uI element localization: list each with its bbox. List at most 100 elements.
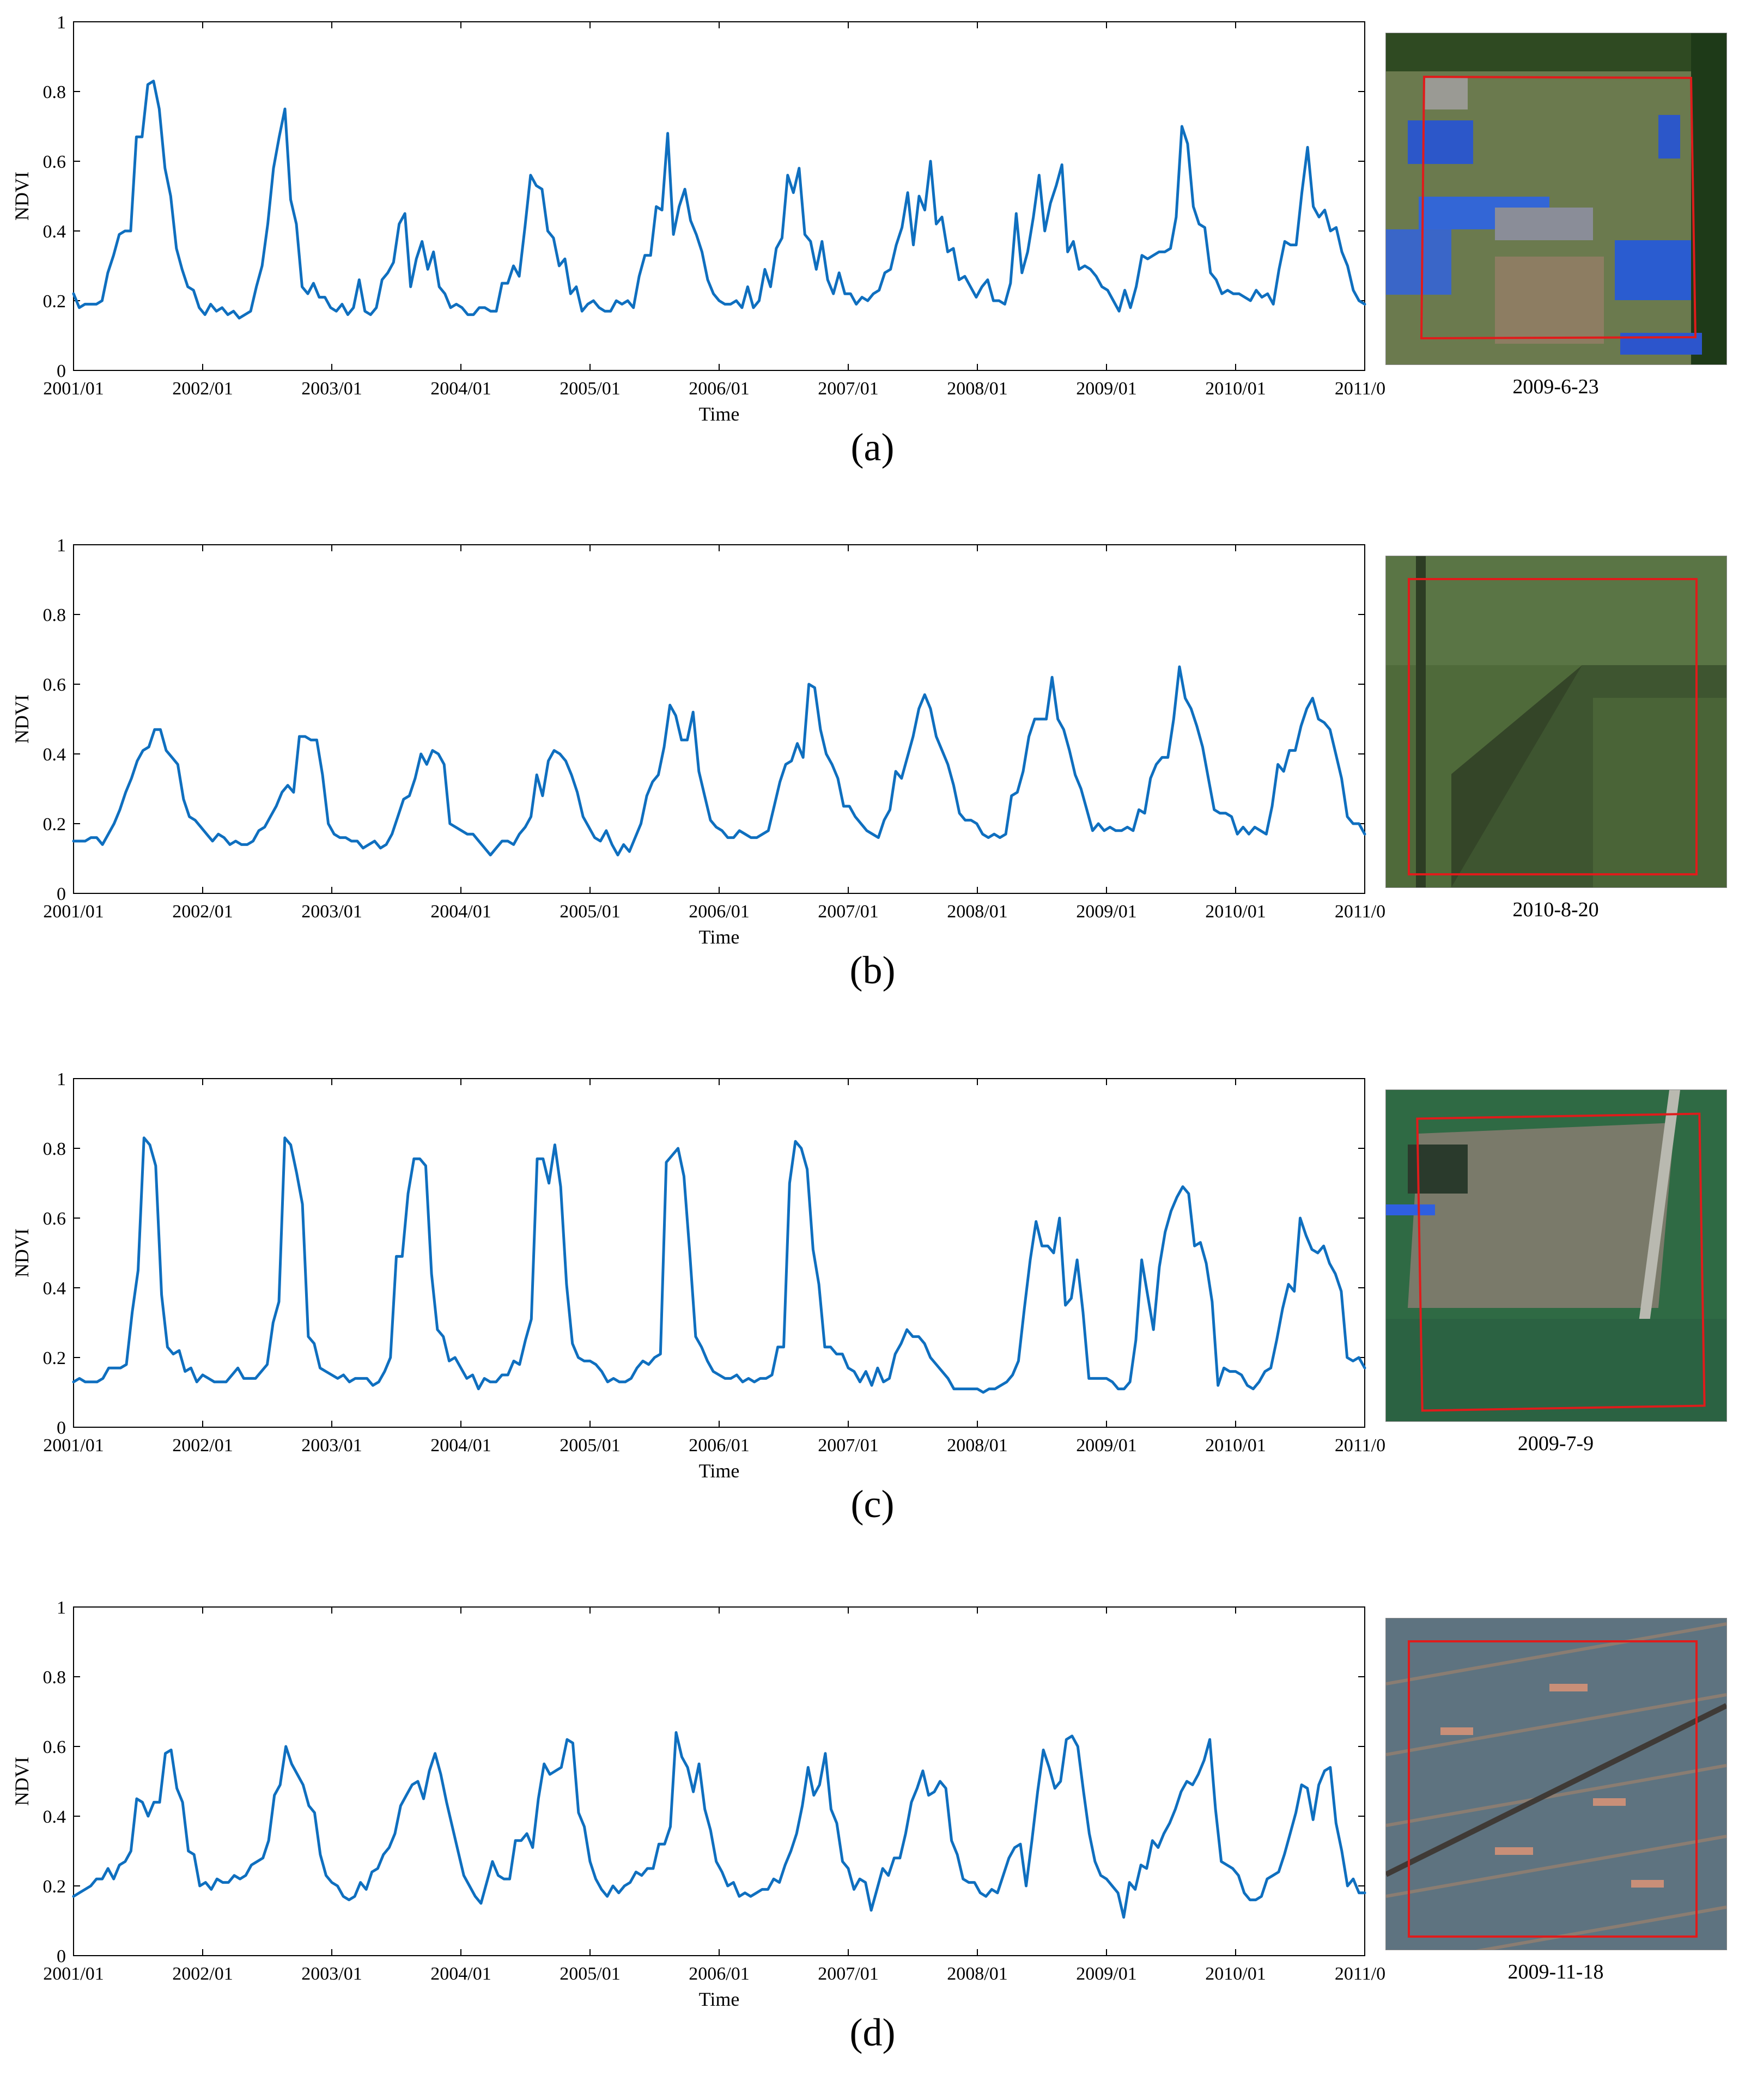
x-tick-label: 2011/01 — [1335, 379, 1385, 399]
y-axis-label: NDVI — [11, 1228, 33, 1277]
y-tick-label: 0 — [57, 1418, 66, 1438]
x-tick-label: 2001/01 — [43, 1964, 104, 1984]
y-tick-label: 0.4 — [43, 1807, 66, 1827]
satellite-image-d — [1385, 1618, 1727, 1950]
x-tick-label: 2006/01 — [689, 1435, 749, 1456]
plot-frame — [73, 1606, 1365, 1956]
x-tick-label: 2008/01 — [947, 379, 1007, 399]
x-tick-label: 2005/01 — [560, 1435, 620, 1456]
y-tick-label: 1 — [57, 535, 66, 556]
y-tick-label: 0.4 — [43, 1279, 66, 1299]
y-tick-label: 0 — [57, 884, 66, 904]
x-tick-label: 2007/01 — [818, 379, 878, 399]
x-tick-label: 2003/01 — [301, 379, 362, 399]
y-tick-label: 0.2 — [43, 291, 66, 312]
x-tick-label: 2003/01 — [301, 1435, 362, 1456]
y-tick-label: 0.8 — [43, 605, 66, 625]
y-tick-label: 0.8 — [43, 82, 66, 102]
panel-label-b: (b) — [849, 948, 896, 992]
ndvi-series-line — [72, 1731, 1366, 1919]
x-axis-label: Time — [699, 403, 740, 425]
y-tick-label: 0.6 — [43, 675, 66, 695]
y-tick-label: 0.8 — [43, 1667, 66, 1688]
x-axis-label: Time — [699, 1988, 740, 2010]
chart-d: 0 0.2 0.4 0.6 0.8 1 2001/01 2002/01 2003/01 2004/… — [11, 1598, 1385, 2010]
x-tick-label: 2005/01 — [560, 1964, 620, 1984]
y-axis-label: NDVI — [11, 172, 33, 221]
x-tick-label: 2004/01 — [430, 902, 491, 922]
panel-a: 0 0.2 0.4 0.6 0.8 1 2001/01 2002/01 2003/01 2004/… — [0, 0, 1745, 515]
image-date-c: 2009-7-9 — [1517, 1432, 1594, 1455]
panel-b: 0 0.2 0.4 0.6 0.8 1 2001/01 2002/01 2003/01 2004/… — [0, 523, 1745, 1038]
image-date-d: 2009-11-18 — [1507, 1961, 1604, 1983]
x-tick-label: 2010/01 — [1205, 1435, 1266, 1456]
x-tick-label: 2007/01 — [818, 1435, 878, 1456]
x-tick-label: 2009/01 — [1076, 1964, 1136, 1984]
y-tick-label: 0.6 — [43, 152, 66, 172]
y-tick-label: 0.4 — [43, 745, 66, 765]
panel-d: 0 0.2 0.4 0.6 0.8 1 2001/01 2002/01 2003/01 2004/… — [0, 1585, 1745, 2100]
chart-a: 0 0.2 0.4 0.6 0.8 1 2001/01 2002/01 2003/01 2004/… — [11, 13, 1385, 425]
x-tick-label: 2001/01 — [43, 1435, 104, 1456]
y-tick-label: 0.2 — [43, 1348, 66, 1368]
y-tick-label: 0.6 — [43, 1209, 66, 1229]
x-tick-label: 2004/01 — [430, 1964, 491, 1984]
y-tick-label: 0.4 — [43, 222, 66, 242]
x-tick-label: 2011/01 — [1335, 1964, 1385, 1984]
satellite-image-b — [1385, 556, 1727, 888]
x-tick-label: 2008/01 — [947, 1435, 1007, 1456]
x-tick-label: 2001/01 — [43, 902, 104, 922]
x-tick-label: 2001/01 — [43, 379, 104, 399]
x-tick-label: 2011/01 — [1335, 1435, 1385, 1456]
plot-frame — [73, 21, 1365, 371]
x-tick-label: 2005/01 — [560, 902, 620, 922]
y-axis-label: NDVI — [11, 695, 33, 744]
x-tick-label: 2006/01 — [689, 902, 749, 922]
x-tick-label: 2005/01 — [560, 379, 620, 399]
panel-c: 0 0.2 0.4 0.6 0.8 1 2001/01 2002/01 2003/01 2004/… — [0, 1057, 1745, 1572]
y-tick-label: 0.2 — [43, 1877, 66, 1897]
x-tick-label: 2010/01 — [1205, 1964, 1266, 1984]
x-tick-label: 2008/01 — [947, 902, 1007, 922]
ndvi-series-line — [72, 1136, 1366, 1394]
plot-frame — [73, 1078, 1365, 1428]
satellite-image-a — [1385, 33, 1727, 365]
x-tick-label: 2002/01 — [172, 379, 233, 399]
x-tick-label: 2003/01 — [301, 902, 362, 922]
x-axis-label: Time — [699, 926, 740, 948]
x-tick-label: 2010/01 — [1205, 902, 1266, 922]
x-tick-label: 2008/01 — [947, 1964, 1007, 1984]
x-tick-label: 2002/01 — [172, 1435, 233, 1456]
x-tick-label: 2002/01 — [172, 902, 233, 922]
y-tick-label: 0.8 — [43, 1139, 66, 1159]
x-axis-label: Time — [699, 1460, 740, 1482]
panel-label-d: (d) — [849, 2011, 896, 2054]
x-tick-label: 2007/01 — [818, 902, 878, 922]
image-date-b: 2010-8-20 — [1512, 898, 1599, 921]
x-tick-label: 2002/01 — [172, 1964, 233, 1984]
x-tick-label: 2010/01 — [1205, 379, 1266, 399]
y-tick-label: 1 — [57, 1598, 66, 1618]
x-tick-label: 2011/01 — [1335, 902, 1385, 922]
chart-c: 0 0.2 0.4 0.6 0.8 1 2001/01 2002/01 2003/01 2004/… — [11, 1069, 1385, 1482]
x-tick-label: 2004/01 — [430, 379, 491, 399]
x-tick-label: 2004/01 — [430, 1435, 491, 1456]
x-tick-label: 2003/01 — [301, 1964, 362, 1984]
y-tick-label: 0.2 — [43, 814, 66, 835]
panel-label-c: (c) — [850, 1482, 895, 1526]
y-tick-label: 0 — [57, 1946, 66, 1967]
ndvi-series-line — [72, 80, 1366, 320]
x-tick-label: 2006/01 — [689, 379, 749, 399]
x-tick-label: 2009/01 — [1076, 1435, 1136, 1456]
x-tick-label: 2006/01 — [689, 1964, 749, 1984]
x-tick-label: 2009/01 — [1076, 379, 1136, 399]
chart-b: 0 0.2 0.4 0.6 0.8 1 2001/01 2002/01 2003/01 2004/… — [11, 535, 1385, 948]
image-date-a: 2009-6-23 — [1512, 375, 1599, 398]
x-tick-label: 2007/01 — [818, 1964, 878, 1984]
x-tick-label: 2009/01 — [1076, 902, 1136, 922]
plot-frame — [73, 544, 1365, 894]
y-tick-label: 1 — [57, 1069, 66, 1089]
y-axis-label: NDVI — [11, 1757, 33, 1806]
y-tick-label: 1 — [57, 13, 66, 33]
y-tick-label: 0 — [57, 361, 66, 381]
